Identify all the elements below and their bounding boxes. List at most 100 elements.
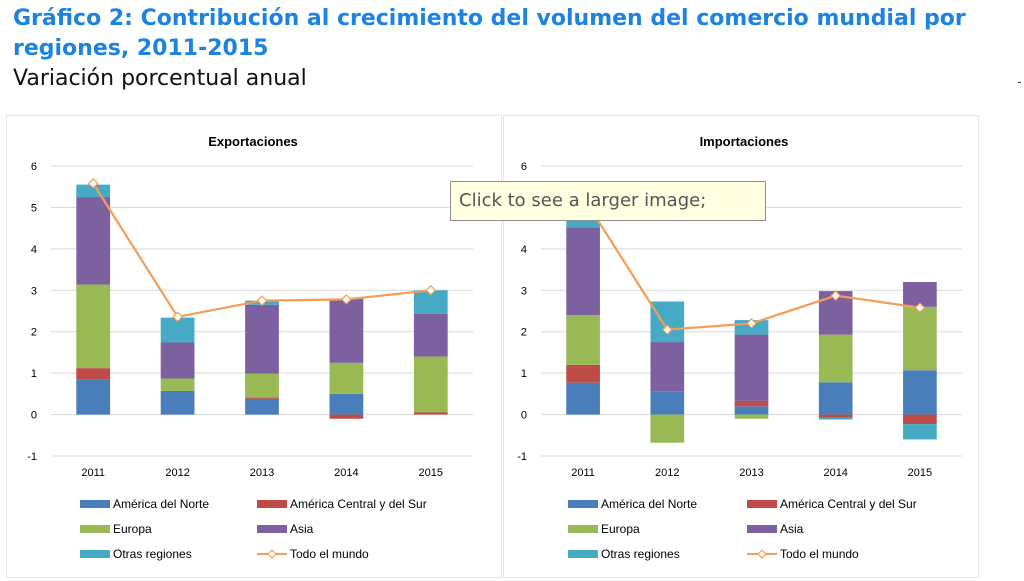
edge-mark bbox=[1018, 82, 1021, 83]
imports-bar-america-central-y-del-sur-2013 bbox=[734, 400, 769, 407]
exports-y-tick-label: 5 bbox=[31, 202, 37, 214]
page-subtitle: Variación porcentual anual bbox=[13, 66, 307, 91]
exports-legend-label-asia: Asia bbox=[290, 522, 314, 536]
exports-bar-america-central-y-del-sur-2015 bbox=[413, 412, 448, 415]
imports-y-tick-label: 4 bbox=[521, 244, 527, 256]
imports-bar-america-del-norte-2015 bbox=[903, 370, 937, 415]
exports-bar-otras-regiones-2011 bbox=[76, 184, 111, 198]
imports-legend-label-america-del-norte: América del Norte bbox=[601, 497, 697, 511]
larger-image-tooltip[interactable]: Click to see a larger image; bbox=[450, 181, 766, 221]
imports-x-tick-label: 2012 bbox=[655, 467, 679, 479]
exports-point-todo-el-mundo-2013 bbox=[256, 295, 268, 306]
exports-y-tick-label: 0 bbox=[31, 410, 37, 422]
imports-bar-asia-2013 bbox=[734, 334, 769, 401]
exports-y-tick-label: 6 bbox=[31, 161, 37, 173]
exports-legend-label-todo-el-mundo: Todo el mundo bbox=[290, 547, 369, 561]
exports-bar-europa-2011 bbox=[76, 284, 111, 369]
exports-legend-swatch-otras-regiones bbox=[80, 550, 110, 558]
imports-chart: Importaciones-10123456201120122013201420… bbox=[517, 134, 962, 561]
imports-bar-otras-regiones-2014 bbox=[818, 417, 853, 420]
imports-x-tick-label: 2014 bbox=[823, 467, 847, 479]
exports-legend-label-america-del-norte: América del Norte bbox=[113, 497, 209, 511]
imports-chart-title: Importaciones bbox=[700, 134, 789, 149]
exports-chart-title: Exportaciones bbox=[208, 134, 298, 149]
imports-y-tick-label: 3 bbox=[521, 285, 527, 297]
imports-point-todo-el-mundo-2014 bbox=[830, 290, 842, 302]
imports-bar-america-central-y-del-sur-2011 bbox=[566, 364, 600, 383]
exports-chart-panel[interactable]: Exportaciones -1 0 1 2 3 4 5 6 2011 2012 2013 2014 20… bbox=[7, 116, 501, 577]
imports-bar-otras-regiones-2012 bbox=[650, 301, 685, 343]
exports-legend-label-otras-regiones: Otras regiones bbox=[113, 547, 192, 561]
imports-bar-europa-2014 bbox=[818, 334, 853, 383]
imports-point-todo-el-mundo-2015 bbox=[914, 302, 926, 314]
imports-legend-swatch-america-central-y-del-sur bbox=[747, 500, 777, 508]
imports-bar-europa-2013 bbox=[734, 414, 769, 419]
exports-point-todo-el-mundo-2014 bbox=[341, 294, 352, 305]
exports-legend-swatch-america-del-norte bbox=[80, 500, 110, 508]
exports-bar-america-del-norte-2013 bbox=[245, 398, 279, 415]
exports-legend-swatch-america-central-y-del-sur bbox=[257, 500, 287, 508]
exports-point-todo-el-mundo-2012 bbox=[172, 311, 183, 323]
exports-legend-label-america-central-y-del-sur: América Central y del Sur bbox=[290, 497, 427, 511]
exports-bar-europa-2015 bbox=[413, 356, 448, 413]
exports-x-tick-label: 2011 bbox=[81, 467, 105, 479]
imports-bar-america-del-norte-2012 bbox=[650, 391, 685, 415]
imports-point-todo-el-mundo-2012 bbox=[661, 324, 673, 335]
exports-bar-asia-2011 bbox=[76, 197, 111, 285]
exports-legend-swatch-asia bbox=[257, 525, 287, 533]
exports-bar-asia-2015 bbox=[413, 313, 448, 357]
exports-bar-asia-2014 bbox=[329, 298, 364, 363]
exports-legend-marker bbox=[267, 549, 277, 559]
exports-bar-europa-2014 bbox=[329, 362, 364, 394]
imports-bar-europa-2012 bbox=[650, 414, 685, 443]
imports-legend-swatch-europa bbox=[568, 525, 598, 533]
imports-legend-label-america-central-y-del-sur: América Central y del Sur bbox=[780, 497, 917, 511]
page-title: Gráfico 2: Contribución al crecimiento d… bbox=[13, 6, 966, 61]
imports-y-tick-label: 6 bbox=[521, 161, 527, 173]
imports-x-tick-label: 2013 bbox=[739, 467, 763, 479]
imports-bar-america-central-y-del-sur-2014 bbox=[818, 414, 853, 418]
imports-bar-america-del-norte-2014 bbox=[818, 382, 853, 415]
exports-x-tick-label: 2014 bbox=[334, 467, 358, 479]
imports-bar-europa-2011 bbox=[566, 315, 600, 365]
exports-bar-america-del-norte-2012 bbox=[160, 390, 195, 415]
imports-legend-label-todo-el-mundo: Todo el mundo bbox=[780, 547, 859, 561]
imports-y-tick-label: 1 bbox=[521, 368, 527, 380]
imports-bar-otras-regiones-2015 bbox=[903, 424, 937, 440]
exports-point-todo-el-mundo-2011 bbox=[87, 178, 99, 189]
imports-point-todo-el-mundo-2013 bbox=[746, 318, 757, 329]
exports-y-tick-label: 3 bbox=[31, 285, 37, 297]
imports-bar-europa-2015 bbox=[903, 306, 937, 371]
imports-bar-asia-2011 bbox=[566, 227, 600, 316]
exports-bar-otras-regiones-2015 bbox=[413, 290, 448, 314]
imports-legend-label-asia: Asia bbox=[780, 522, 804, 536]
exports-bar-asia-2012 bbox=[160, 342, 195, 379]
imports-y-tick-label: -1 bbox=[517, 451, 527, 463]
exports-bar-america-del-norte-2014 bbox=[329, 393, 364, 415]
exports-bar-america-del-norte-2011 bbox=[76, 379, 111, 415]
imports-legend-marker bbox=[757, 549, 767, 559]
imports-legend-swatch-otras-regiones bbox=[568, 550, 598, 558]
imports-bar-america-del-norte-2013 bbox=[734, 406, 769, 415]
imports-x-tick-label: 2011 bbox=[571, 467, 595, 479]
imports-legend-swatch-asia bbox=[747, 525, 777, 533]
exports-chart: Exportaciones -1 0 1 2 3 4 5 6 2011 2012 2013 2014 20… bbox=[27, 134, 473, 561]
exports-bar-america-central-y-del-sur-2013 bbox=[245, 397, 279, 399]
imports-legend-label-otras-regiones: Otras regiones bbox=[601, 547, 680, 561]
imports-y-tick-label: 2 bbox=[521, 327, 527, 339]
imports-bar-asia-2012 bbox=[650, 342, 685, 392]
imports-y-tick-label: 0 bbox=[521, 410, 527, 422]
exports-y-tick-label: 1 bbox=[31, 368, 37, 380]
exports-bar-america-central-y-del-sur-2014 bbox=[329, 414, 364, 419]
exports-x-tick-label: 2012 bbox=[165, 467, 189, 479]
imports-bar-america-central-y-del-sur-2015 bbox=[903, 414, 937, 425]
imports-legend-swatch-america-del-norte bbox=[568, 500, 598, 508]
exports-bar-asia-2013 bbox=[245, 304, 279, 374]
imports-x-tick-label: 2015 bbox=[908, 467, 932, 479]
exports-x-tick-label: 2015 bbox=[419, 467, 443, 479]
exports-y-tick-label: 4 bbox=[31, 244, 37, 256]
exports-legend-label-europa: Europa bbox=[113, 522, 152, 536]
exports-y-tick-label: -1 bbox=[27, 451, 37, 463]
imports-bar-america-del-norte-2011 bbox=[566, 382, 600, 415]
exports-bar-europa-2012 bbox=[160, 378, 195, 391]
